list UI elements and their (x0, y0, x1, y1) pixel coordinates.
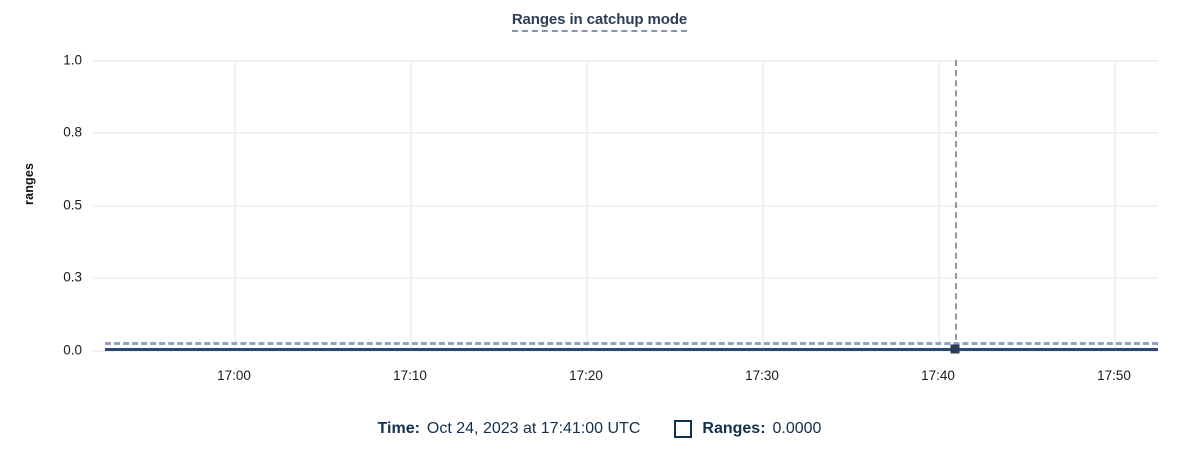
gridline-vertical (762, 60, 764, 350)
y-tick-label: 1.0 (63, 52, 82, 68)
legend-series-value: 0.0000 (772, 420, 822, 437)
tooltip-time-label: Time: (377, 420, 420, 437)
y-axis-title: ranges (22, 162, 36, 205)
gridline-vertical (410, 60, 412, 350)
series-line-ranges[interactable] (105, 348, 1158, 351)
gridline-horizontal (105, 277, 1158, 279)
chart-tooltip-legend: Time: Oct 24, 2023 at 17:41:00 UTC Range… (0, 420, 1199, 438)
y-tick-mark (93, 132, 105, 134)
x-tick-label: 17:40 (921, 368, 955, 383)
y-tick-mark (93, 60, 105, 62)
checkbox-icon[interactable] (674, 420, 693, 438)
legend-series-label: Ranges: (702, 420, 766, 437)
chart-title-text: Ranges in catchup mode (511, 11, 687, 32)
gridline-horizontal (105, 132, 1158, 134)
gridline-vertical (586, 60, 588, 350)
tooltip-time-value: Oct 24, 2023 at 17:41:00 UTC (426, 420, 641, 437)
crosshair-vertical-line (955, 60, 957, 350)
gridline-vertical (1114, 60, 1116, 350)
gridline-vertical (234, 60, 236, 350)
y-tick-label: 0.0 (63, 342, 82, 358)
y-tick-label: 0.5 (63, 197, 82, 213)
series-threshold-dashed (105, 342, 1158, 345)
tooltip-time-group: Time: Oct 24, 2023 at 17:41:00 UTC (378, 420, 641, 438)
x-tick-label: 17:30 (745, 368, 779, 383)
gridline-vertical (938, 60, 940, 350)
x-tick-label: 17:50 (1097, 368, 1131, 383)
y-tick-label: 0.8 (63, 124, 82, 140)
plot-area[interactable] (93, 60, 1158, 354)
x-tick-label: 17:10 (393, 368, 427, 383)
data-point-marker[interactable] (950, 344, 960, 354)
y-tick-label: 0.3 (63, 269, 82, 285)
gridline-horizontal (105, 205, 1158, 207)
page-title: Ranges in catchup mode (0, 11, 1199, 32)
gridline-horizontal (105, 350, 1158, 352)
x-tick-label: 17:00 (217, 368, 251, 383)
y-tick-mark (93, 350, 105, 352)
gridline-horizontal (105, 60, 1158, 62)
y-tick-mark (93, 205, 105, 207)
legend-item-ranges[interactable]: Ranges: 0.0000 (674, 420, 821, 438)
x-tick-label: 17:20 (569, 368, 603, 383)
y-tick-mark (93, 277, 105, 279)
